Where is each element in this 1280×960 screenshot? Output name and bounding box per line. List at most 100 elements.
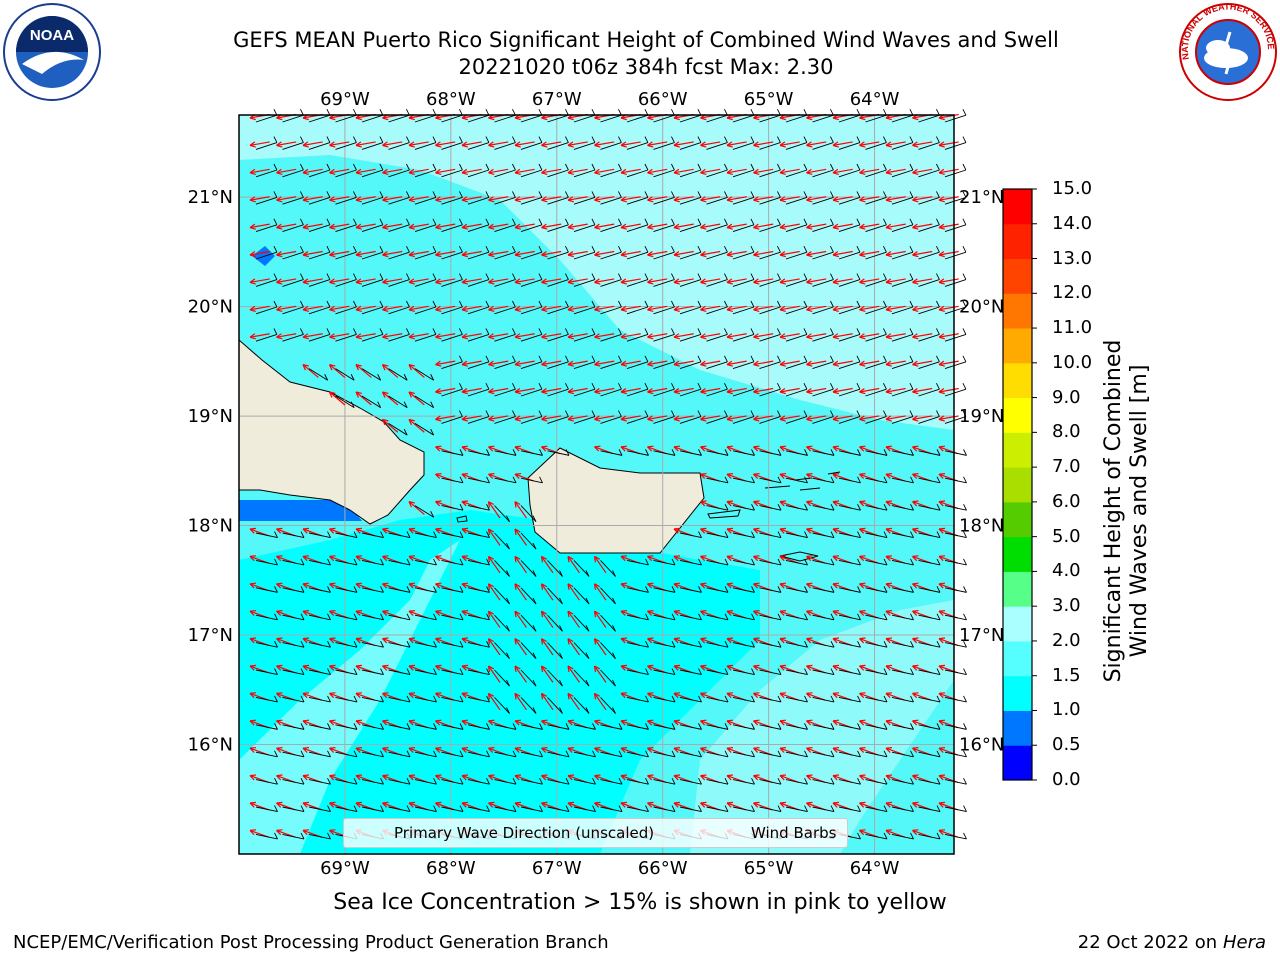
wave-arrowhead xyxy=(329,251,336,258)
wind-barb xyxy=(891,806,914,813)
wind-barb xyxy=(865,642,888,648)
wind-barb-flag xyxy=(430,374,435,381)
wind-barb-flag xyxy=(486,449,490,456)
wave-arrowhead xyxy=(859,664,866,671)
wave-arrow xyxy=(885,333,906,338)
wave-arrowhead xyxy=(435,472,442,479)
wave-arrow xyxy=(329,278,350,283)
wind-barb-flag xyxy=(830,805,835,812)
wind-barb-flag xyxy=(459,695,464,703)
wave-arrowhead xyxy=(620,637,628,644)
wind-barb-flag xyxy=(459,300,463,308)
wave-arrowhead xyxy=(276,692,283,699)
wind-barb xyxy=(918,196,940,205)
wave-arrowhead xyxy=(938,196,945,203)
wind-barb xyxy=(361,614,384,621)
colorbar-tick-label: 8.0 xyxy=(1052,421,1081,443)
wave-arrowhead xyxy=(514,719,522,726)
wind-barb xyxy=(441,724,464,730)
wind-barb xyxy=(282,169,304,178)
wave-arrowhead xyxy=(832,555,840,562)
wave-arrowhead xyxy=(647,141,654,148)
wave-arrow xyxy=(382,391,399,406)
wind-barb xyxy=(626,169,649,178)
wind-barb-flag xyxy=(273,218,278,226)
wave-arrow xyxy=(435,141,456,146)
wave-arrowhead xyxy=(461,664,469,671)
wave-arrow xyxy=(912,360,933,366)
wind-barb xyxy=(626,587,649,593)
wind-barb xyxy=(706,196,728,205)
wave-arrowhead xyxy=(912,168,919,176)
wave-arrow xyxy=(249,305,270,311)
wave-arrow xyxy=(514,638,527,656)
wind-barb xyxy=(918,669,941,676)
wave-arrowhead xyxy=(753,415,760,422)
wave-arrow xyxy=(461,305,482,311)
wave-arrowhead xyxy=(408,391,415,398)
wind-barb-flag xyxy=(856,136,861,143)
wave-arrow xyxy=(806,387,827,393)
wind-barb-flag xyxy=(300,273,304,280)
wave-arrow xyxy=(302,250,323,256)
wave-arrowhead xyxy=(753,141,760,148)
wind-barb-flag xyxy=(856,300,861,308)
wind-barb xyxy=(653,669,676,676)
wind-barb xyxy=(547,169,569,178)
wave-arrowhead xyxy=(461,415,468,422)
wave-arrowhead xyxy=(594,445,601,452)
wind-barb-flag xyxy=(857,668,861,675)
wind-barb-flag xyxy=(671,163,675,171)
wind-barb-flag xyxy=(459,750,464,757)
wave-arrow xyxy=(461,415,482,420)
wind-barb xyxy=(388,587,411,593)
wave-arrowhead xyxy=(593,638,601,645)
wind-barb-flag xyxy=(377,401,382,408)
wind-barb-flag xyxy=(644,410,649,417)
wave-arrow xyxy=(912,333,933,338)
wave-arrow xyxy=(514,360,535,366)
wave-arrowhead xyxy=(726,609,734,616)
wind-barb xyxy=(653,751,676,758)
wind-barb-flag xyxy=(751,695,755,703)
wave-arrow xyxy=(620,141,641,146)
wind-barb-flag xyxy=(532,625,537,632)
wind-barb xyxy=(255,169,278,178)
wind-barb-flag xyxy=(804,805,808,812)
wind-barb xyxy=(255,559,278,566)
wave-arrow xyxy=(594,250,615,256)
wind-barb-flag xyxy=(857,750,861,757)
wave-arrowhead xyxy=(832,637,840,644)
wave-arrow xyxy=(302,278,323,283)
wave-arrowhead xyxy=(461,746,469,753)
wave-arrow xyxy=(859,141,880,146)
wind-barb-flag xyxy=(380,750,384,757)
wave-arrowhead xyxy=(912,527,919,534)
wind-barb xyxy=(441,169,463,178)
wind-barb-flag xyxy=(644,355,649,363)
wind-barb-flag xyxy=(830,449,835,456)
wind-barb xyxy=(441,196,463,205)
colorbar-title-line-1: Significant Height of Combined xyxy=(1101,339,1126,683)
wind-barb xyxy=(865,779,888,785)
wind-barb-flag xyxy=(671,191,675,198)
wind-barb-flag xyxy=(671,668,676,675)
wind-barb-flag xyxy=(327,777,331,785)
wind-barb-flag xyxy=(353,695,358,703)
wave-arrow xyxy=(461,250,482,256)
wind-barb xyxy=(520,669,537,687)
wind-barb xyxy=(494,532,510,550)
wind-barb xyxy=(308,196,331,205)
wind-barb-flag xyxy=(856,410,861,417)
wind-barb xyxy=(732,251,755,260)
wave-arrowhead xyxy=(381,391,389,398)
wind-barb-flag xyxy=(671,355,675,363)
wave-arrowhead xyxy=(461,196,468,203)
wind-barb xyxy=(918,806,941,813)
wind-barb xyxy=(759,361,781,370)
wave-arrowhead xyxy=(859,609,866,616)
wind-barb xyxy=(838,614,861,621)
wave-arrowhead xyxy=(938,223,945,230)
wind-barb xyxy=(785,169,808,178)
wind-barb-flag xyxy=(432,109,437,116)
